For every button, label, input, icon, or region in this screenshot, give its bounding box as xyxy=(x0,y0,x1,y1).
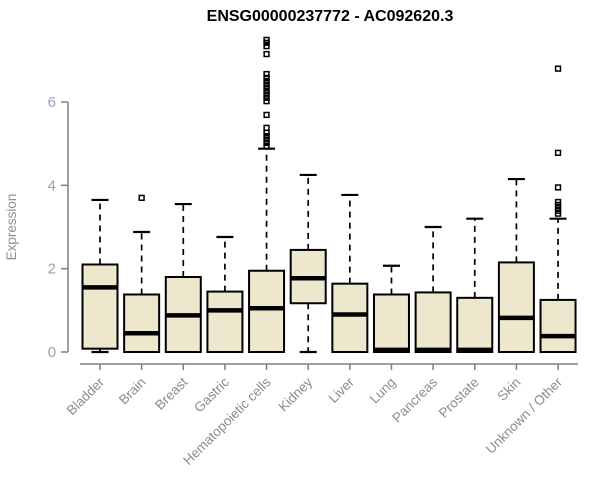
box-rect xyxy=(539,298,577,354)
box-unknown-other xyxy=(539,65,577,354)
y-tick-label: 2 xyxy=(48,261,56,278)
box-rect xyxy=(248,269,286,354)
outlier-point xyxy=(263,98,270,105)
x-category-label: Lung xyxy=(367,375,399,407)
box-rect xyxy=(372,293,410,354)
box-rect xyxy=(456,296,494,353)
x-category-label: Breast xyxy=(152,374,190,412)
x-category-label: Gastric xyxy=(191,374,232,415)
x-category-label: Skin xyxy=(494,375,523,404)
x-category-label: Brain xyxy=(116,375,149,408)
outlier-point xyxy=(263,84,270,91)
x-category-label: Prostate xyxy=(436,375,482,421)
box-lung xyxy=(372,264,410,354)
y-tick-label: 0 xyxy=(48,344,56,361)
outlier-point xyxy=(263,81,270,88)
x-category-label: Liver xyxy=(326,374,358,406)
x-category-label: Pancreas xyxy=(389,374,440,425)
outlier-point xyxy=(263,70,270,78)
box-kidney xyxy=(289,173,327,354)
outlier-point xyxy=(263,36,270,44)
x-category-label: Bladder xyxy=(64,374,108,418)
x-category-label: Unknown / Other xyxy=(483,374,566,457)
box-rect xyxy=(206,290,244,354)
y-axis-title: Expression xyxy=(4,194,19,261)
chart-title: ENSG00000237772 - AC092620.3 xyxy=(206,8,454,25)
box-liver xyxy=(331,193,369,353)
box-rect xyxy=(414,291,452,354)
box-prostate xyxy=(456,217,494,353)
box-gastric xyxy=(206,235,244,354)
outlier-point xyxy=(263,129,270,136)
outlier-point xyxy=(554,65,562,72)
box-rect xyxy=(123,293,161,354)
box-hematopoietic-cells xyxy=(248,36,286,354)
outlier-point xyxy=(263,133,270,140)
y-tick-label: 6 xyxy=(48,94,56,111)
outlier-point xyxy=(263,143,270,150)
outlier-point xyxy=(554,149,562,156)
outlier-point xyxy=(263,78,270,85)
outlier-point xyxy=(263,43,270,50)
box-rect xyxy=(331,282,369,353)
box-breast xyxy=(164,202,202,353)
outlier-point xyxy=(263,50,270,58)
outlier-point xyxy=(263,111,270,119)
outlier-point xyxy=(263,94,270,101)
box-bladder xyxy=(81,198,119,354)
box-skin xyxy=(497,177,535,354)
outlier-point xyxy=(554,184,562,191)
x-category-label: Kidney xyxy=(276,374,316,414)
box-brain xyxy=(123,194,161,354)
outlier-point xyxy=(263,124,270,131)
outlier-point xyxy=(263,88,270,95)
outlier-point xyxy=(263,136,270,143)
outlier-point xyxy=(263,74,270,81)
outlier-point xyxy=(263,91,270,98)
outlier-point xyxy=(138,194,145,201)
outlier-point xyxy=(554,198,562,206)
outlier-point xyxy=(263,139,270,146)
box-rect xyxy=(497,261,535,354)
y-tick-label: 4 xyxy=(48,177,56,194)
box-pancreas xyxy=(414,225,452,354)
box-rect xyxy=(81,263,119,350)
